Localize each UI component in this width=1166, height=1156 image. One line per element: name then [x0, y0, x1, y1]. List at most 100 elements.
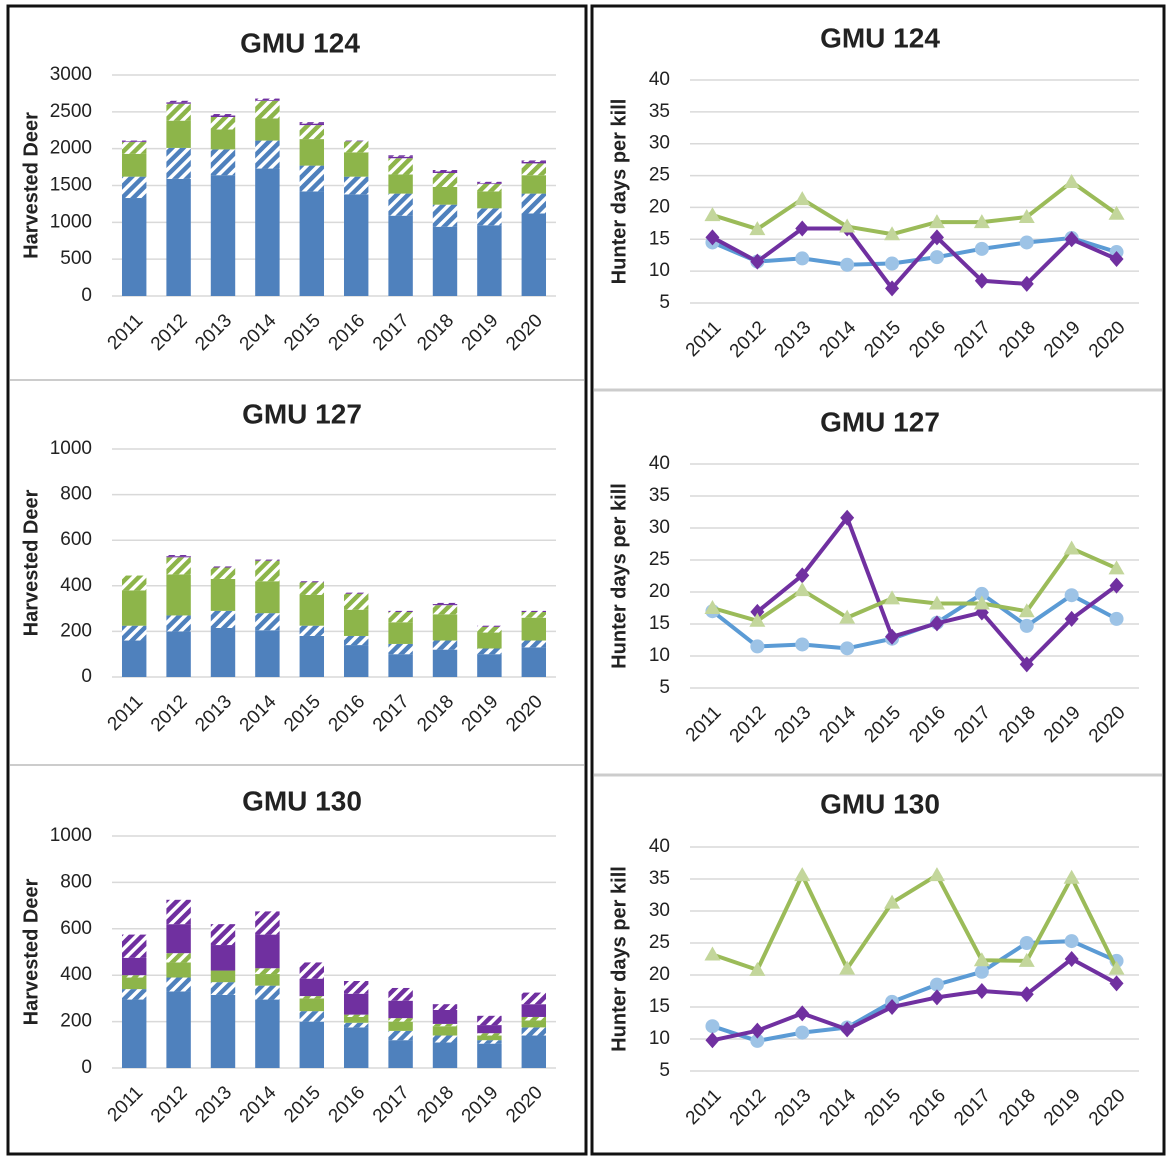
bar-segment	[299, 625, 325, 636]
y-tick-label: 40	[649, 836, 670, 857]
bar-segment	[210, 149, 236, 176]
bar-segment	[521, 160, 547, 162]
chart-title: GMU 127	[820, 406, 940, 437]
chart-title: GMU 124	[820, 22, 940, 53]
bar-segment	[521, 175, 547, 194]
y-tick-label: 5	[659, 292, 670, 313]
bar-segment	[432, 640, 458, 650]
bar-segment	[210, 970, 236, 983]
bar-segment	[255, 98, 280, 101]
bar-segment	[388, 155, 413, 157]
bar-segment	[166, 103, 191, 121]
bar-segment	[166, 555, 191, 557]
bar-segment	[343, 141, 369, 153]
bar-segment	[166, 178, 191, 296]
bar-segment	[210, 116, 236, 130]
bar-segment	[343, 645, 369, 677]
bar-segment	[432, 1010, 458, 1024]
y-tick-label: 0	[81, 285, 92, 306]
bar-segment	[432, 1026, 458, 1036]
bar-segment	[521, 1035, 547, 1068]
y-tick-label: 800	[60, 871, 92, 892]
y-tick-label: 35	[649, 101, 670, 122]
left-frame	[6, 4, 588, 1156]
marker	[795, 251, 810, 266]
y-tick-label: 35	[649, 868, 670, 889]
marker	[1018, 603, 1035, 618]
bar-segment	[299, 581, 325, 583]
y-tick-label: 600	[60, 918, 92, 939]
marker	[795, 220, 810, 237]
bar-segment	[121, 575, 147, 591]
bar-segment	[255, 118, 280, 141]
bar-segment	[388, 193, 413, 216]
bar-segment	[388, 1000, 413, 1019]
bar-segment	[121, 934, 147, 958]
bar-segment	[255, 630, 280, 677]
marker	[885, 280, 900, 297]
bar-segment	[299, 125, 325, 140]
y-tick-label: 400	[60, 575, 92, 596]
y-tick-label: 200	[60, 620, 92, 641]
marker	[795, 1025, 810, 1040]
marker	[973, 595, 990, 610]
marker	[840, 1021, 855, 1038]
y-tick-label: 400	[60, 964, 92, 985]
y-tick-label: 10	[649, 1028, 670, 1049]
y-axis-title: Hunter days per kill	[608, 866, 630, 1052]
marker	[929, 229, 944, 246]
marker	[795, 567, 810, 584]
bar-segment	[432, 605, 458, 615]
y-tick-label: 40	[649, 69, 670, 90]
bar-segment	[343, 635, 369, 646]
bar-segment	[121, 975, 147, 978]
marker	[929, 977, 944, 992]
marker	[973, 952, 990, 967]
bar-segment	[255, 140, 280, 169]
y-tick-label: 10	[649, 260, 670, 281]
bar-segment	[432, 204, 458, 227]
bar-segment	[166, 557, 191, 575]
marker	[884, 590, 901, 605]
bar-segment	[343, 152, 369, 177]
bar-segment	[121, 153, 147, 177]
bar-segment	[210, 924, 236, 946]
bar-segment	[299, 978, 325, 997]
marker	[1108, 560, 1125, 575]
bar-segment	[343, 1016, 369, 1023]
bar-segment	[299, 582, 325, 595]
bar-segment	[299, 962, 325, 979]
bar-segment	[299, 635, 325, 677]
bar-segment	[210, 994, 236, 1068]
bar-segment	[343, 593, 369, 610]
bar-segment	[521, 213, 547, 296]
bar-segment	[477, 225, 502, 296]
bar-segment	[210, 627, 236, 677]
bar-segment	[166, 631, 191, 677]
y-tick-label: 600	[60, 529, 92, 550]
bar-segment	[521, 992, 547, 1005]
bar-segment	[166, 977, 191, 992]
marker	[1109, 251, 1124, 268]
marker	[1019, 275, 1034, 292]
y-tick-label: 5	[659, 1060, 670, 1081]
bar-segment	[210, 115, 236, 117]
marker	[704, 946, 721, 961]
marker	[750, 639, 765, 654]
chart-title: GMU 130	[820, 788, 940, 819]
y-tick-label: 35	[649, 485, 670, 506]
marker	[929, 989, 944, 1006]
marker	[1018, 208, 1035, 223]
marker	[839, 960, 856, 975]
bar-segment	[299, 1021, 325, 1068]
bar-segment	[477, 648, 502, 655]
marker	[839, 218, 856, 233]
bar-segment	[166, 574, 191, 616]
bar-segment	[166, 102, 191, 104]
bar-segment	[255, 999, 280, 1068]
y-tick-label: 0	[81, 1057, 92, 1078]
marker	[885, 999, 900, 1015]
marker	[795, 1005, 810, 1022]
marker	[704, 207, 721, 222]
y-tick-label: 10	[649, 645, 670, 666]
